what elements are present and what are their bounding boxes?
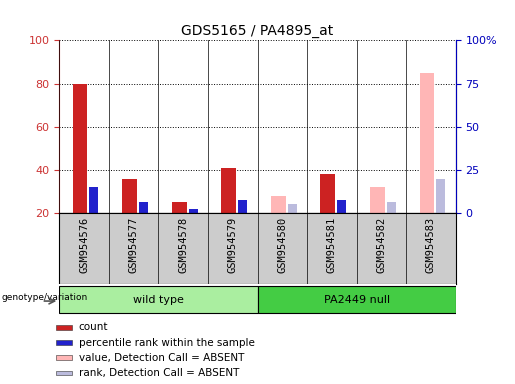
Bar [171,202,186,213]
Bar [238,200,247,213]
Text: wild type: wild type [133,295,184,305]
Text: GSM954579: GSM954579 [228,217,238,273]
Bar [56,355,72,360]
Text: genotype/variation: genotype/variation [1,293,88,303]
Bar [370,187,385,213]
Bar [56,340,72,345]
Bar [188,209,198,213]
Text: GSM954577: GSM954577 [129,217,139,273]
Bar [221,168,236,213]
Text: GSM954581: GSM954581 [327,217,337,273]
Bar [73,84,88,213]
Bar [139,202,148,213]
Text: rank, Detection Call = ABSENT: rank, Detection Call = ABSENT [79,368,239,378]
Bar [59,286,258,313]
Text: count: count [79,322,108,332]
Text: GSM954582: GSM954582 [376,217,386,273]
Text: GSM954578: GSM954578 [178,217,188,273]
Text: PA2449 null: PA2449 null [323,295,390,305]
Bar [337,200,346,213]
Bar [90,187,98,213]
Title: GDS5165 / PA4895_at: GDS5165 / PA4895_at [181,24,334,38]
Bar [56,371,72,376]
Text: value, Detection Call = ABSENT: value, Detection Call = ABSENT [79,353,244,363]
Bar [122,179,137,213]
Text: GSM954583: GSM954583 [426,217,436,273]
Text: GSM954580: GSM954580 [277,217,287,273]
Bar [56,325,72,330]
Bar [288,205,297,213]
Bar [320,174,335,213]
Text: percentile rank within the sample: percentile rank within the sample [79,338,254,348]
Text: GSM954576: GSM954576 [79,217,89,273]
Bar [258,286,456,313]
Bar [436,179,445,213]
Bar [387,202,396,213]
Bar [420,73,435,213]
Bar [271,196,286,213]
